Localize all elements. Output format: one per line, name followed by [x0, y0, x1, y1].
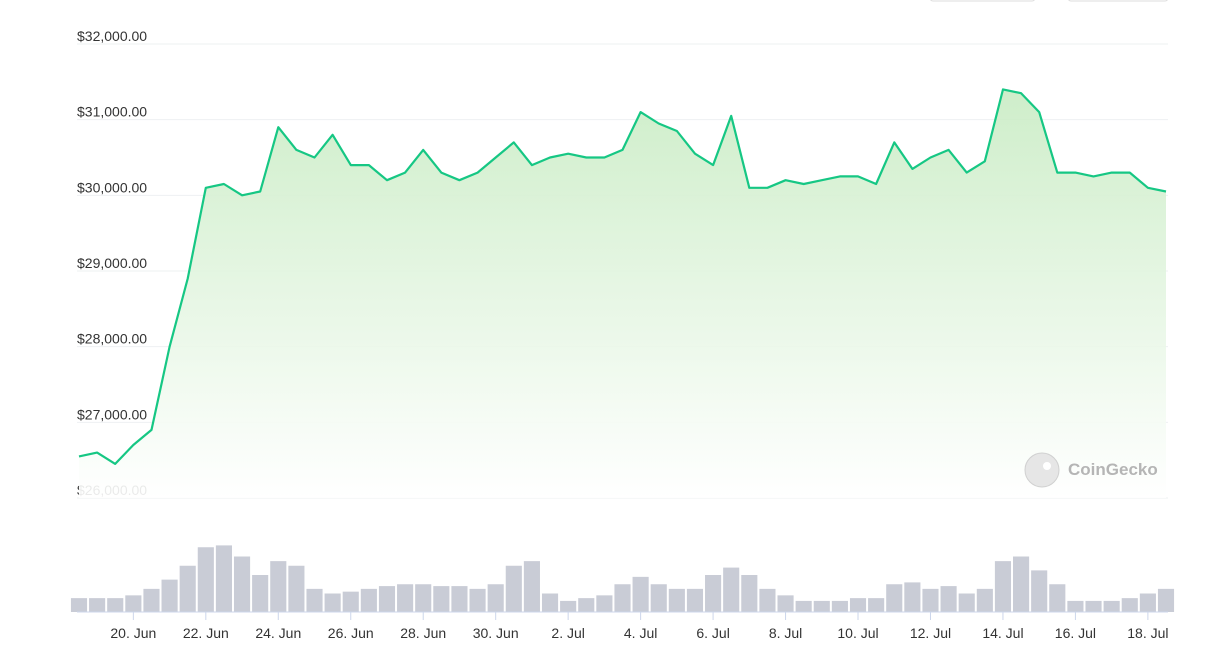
volume-bar [1049, 584, 1066, 612]
volume-bar [578, 598, 595, 612]
x-tick-label: 10. Jul [837, 625, 878, 641]
x-tick-label: 28. Jun [400, 625, 446, 641]
volume-bar [252, 575, 269, 612]
volume-bar [868, 598, 885, 612]
volume-bar [161, 579, 178, 612]
y-tick-label: $28,000.00 [77, 331, 147, 347]
x-tick-label: 4. Jul [624, 625, 657, 641]
volume-bar [523, 561, 540, 612]
volume-bar [70, 598, 88, 612]
volume-bar [795, 600, 812, 612]
y-tick-label: $29,000.00 [77, 255, 147, 271]
volume-bar [143, 588, 160, 612]
volume-bar [958, 593, 975, 612]
volume-bar [650, 584, 667, 612]
volume-bar [777, 595, 794, 612]
volume-bar [668, 588, 685, 612]
x-tick-label: 18. Jul [1127, 625, 1168, 641]
volume-bar [270, 561, 287, 612]
volume-bar [976, 588, 993, 612]
y-tick-label: $27,000.00 [77, 406, 147, 422]
y-tick-label: $32,000.00 [77, 28, 147, 44]
volume-bar [1085, 600, 1102, 612]
volume-bar [759, 588, 776, 612]
volume-bar [1139, 593, 1156, 612]
x-tick-label: 20. Jun [110, 625, 156, 641]
volume-bar [1013, 556, 1030, 612]
x-tick-label: 8. Jul [769, 625, 802, 641]
x-tick-label: 26. Jun [328, 625, 374, 641]
volume-bar [415, 584, 432, 612]
x-tick-label: 6. Jul [696, 625, 729, 641]
volume-bar [197, 547, 214, 612]
volume-bar [469, 588, 486, 612]
volume-bar [940, 586, 957, 612]
x-tick-label: 24. Jun [255, 625, 301, 641]
volume-bar [397, 584, 414, 612]
x-tick-label: 12. Jul [910, 625, 951, 641]
volume-bar [723, 567, 740, 612]
volume-bar [541, 593, 559, 612]
volume-bar [107, 598, 124, 612]
volume-bar [1103, 600, 1120, 612]
volume-bar [179, 565, 196, 612]
volume-bar [89, 598, 106, 612]
volume-bar [614, 584, 631, 612]
y-tick-label: $30,000.00 [77, 179, 147, 195]
volume-bar [1157, 588, 1175, 612]
volume-bar [1067, 600, 1084, 612]
volume-bar [686, 588, 704, 612]
x-tick-label: 16. Jul [1055, 625, 1096, 641]
volume-bar [451, 586, 468, 612]
volume-bar [125, 595, 142, 612]
price-line [78, 88, 1167, 465]
volume-bar [378, 586, 396, 612]
volume-bar [342, 591, 359, 612]
volume-bar [1031, 570, 1048, 612]
area-fill [79, 89, 1166, 499]
volume-bar [741, 575, 758, 612]
volume-bar [360, 588, 377, 612]
volume-bar [505, 565, 522, 612]
watermark: CoinGecko [1024, 452, 1158, 488]
x-tick-label: 14. Jul [982, 625, 1023, 641]
volume-bar [288, 565, 305, 612]
x-tick-label: 22. Jun [183, 625, 229, 641]
range-button[interactable] [1068, 0, 1168, 2]
volume-bar [849, 598, 867, 612]
volume-bar [560, 600, 577, 612]
volume-bar [596, 595, 613, 612]
x-tick-label: 30. Jun [473, 625, 519, 641]
watermark-text: CoinGecko [1068, 460, 1158, 479]
volume-bar [886, 584, 903, 612]
volume-bar [433, 586, 450, 612]
y-tick-label: $31,000.00 [77, 104, 147, 120]
volume-bar [324, 593, 341, 612]
volume-bar [994, 561, 1012, 612]
volume-bar [233, 556, 251, 612]
volume-bar [487, 584, 504, 612]
volume-bar [831, 600, 848, 612]
x-tick-label: 2. Jul [551, 625, 584, 641]
volume-bar [306, 588, 323, 612]
volume-bar [904, 582, 921, 612]
range-button[interactable] [930, 0, 1035, 2]
volume-bar [922, 588, 939, 612]
volume-bar [705, 575, 722, 612]
volume-bar [813, 600, 830, 612]
volume-bar [632, 576, 649, 612]
volume-bar [1121, 598, 1138, 612]
volume-bar [215, 545, 232, 612]
